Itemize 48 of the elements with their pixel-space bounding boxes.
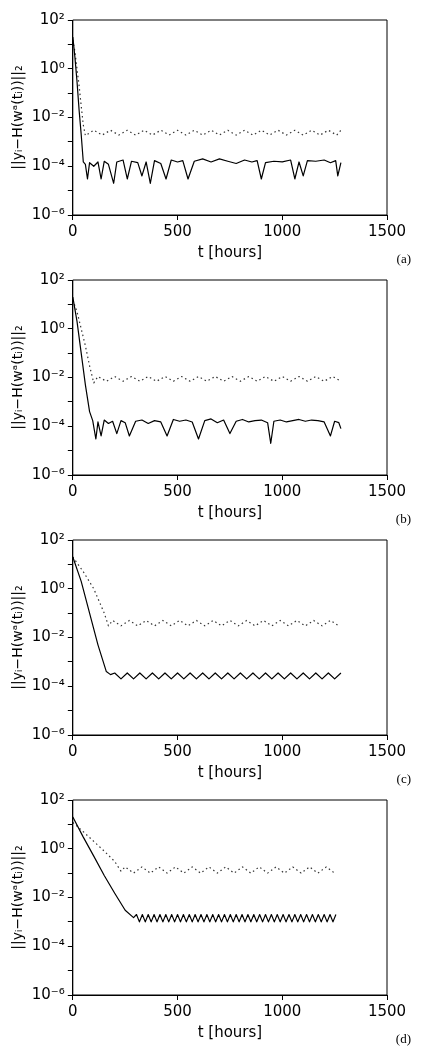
x-tick-label: 0 <box>68 481 78 500</box>
y-tick-label: 10⁰ <box>39 318 65 337</box>
x-tick-label: 500 <box>163 741 192 760</box>
x-tick-label: 1500 <box>367 1001 407 1020</box>
y-tick-label: 10⁻² <box>31 887 65 906</box>
y-tick-label: 10² <box>39 789 65 808</box>
y-tick-label: 10⁻⁶ <box>31 724 65 743</box>
text: (c) <box>396 770 411 786</box>
y-tick-label: 10⁻⁴ <box>31 416 65 435</box>
x-axis-title: t [hours] <box>197 242 263 261</box>
y-tick-label: 10⁻⁴ <box>31 676 65 695</box>
x-tick-label: 1000 <box>263 741 302 760</box>
x-tick-label: 0 <box>68 1001 78 1020</box>
y-tick-label: 10⁰ <box>39 578 65 597</box>
y-tick-label: 10⁻² <box>31 627 65 646</box>
y-tick-label: 10⁻² <box>31 107 65 126</box>
x-tick-label: 500 <box>163 481 192 500</box>
x-tick-label: 0 <box>68 221 78 240</box>
y-tick-label: 10² <box>39 269 65 288</box>
y-axis-title: ||yᵢ−H(wᵃ(tᵢ))||₂ <box>9 585 27 690</box>
x-tick-label: 0 <box>68 741 78 760</box>
x-tick-label: 1000 <box>263 1001 302 1020</box>
x-tick-label: 1000 <box>263 221 302 240</box>
y-tick-label: 10⁻⁴ <box>31 156 65 175</box>
y-tick-label: 10² <box>39 9 65 28</box>
y-tick-label: 10⁻² <box>31 367 65 386</box>
x-axis-title: t [hours] <box>197 762 263 781</box>
y-tick-label: 10⁰ <box>39 58 65 77</box>
y-tick-label: 10⁻⁶ <box>31 204 65 223</box>
x-axis-title: t [hours] <box>197 502 263 521</box>
y-axis-title: ||yᵢ−H(wᵃ(tᵢ))||₂ <box>9 845 27 950</box>
y-tick-label: 10⁻⁴ <box>31 936 65 955</box>
y-tick-label: 10⁻⁶ <box>31 984 65 1003</box>
x-tick-label: 1500 <box>367 221 407 240</box>
x-tick-label: 1500 <box>367 481 407 500</box>
y-tick-label: 10² <box>39 529 65 548</box>
x-tick-label: 1500 <box>367 741 407 760</box>
y-tick-label: 10⁻⁶ <box>31 464 65 483</box>
y-tick-label: 10⁰ <box>39 838 65 857</box>
x-tick-label: 1000 <box>263 481 302 500</box>
text: (a) <box>396 250 411 266</box>
text: (b) <box>395 510 411 526</box>
y-axis-title: ||yᵢ−H(wᵃ(tᵢ))||₂ <box>9 65 27 170</box>
x-tick-label: 500 <box>163 221 192 240</box>
text: (d) <box>395 1030 411 1046</box>
x-axis-title: t [hours] <box>197 1022 263 1041</box>
x-tick-label: 500 <box>163 1001 192 1020</box>
y-axis-title: ||yᵢ−H(wᵃ(tᵢ))||₂ <box>9 325 27 430</box>
